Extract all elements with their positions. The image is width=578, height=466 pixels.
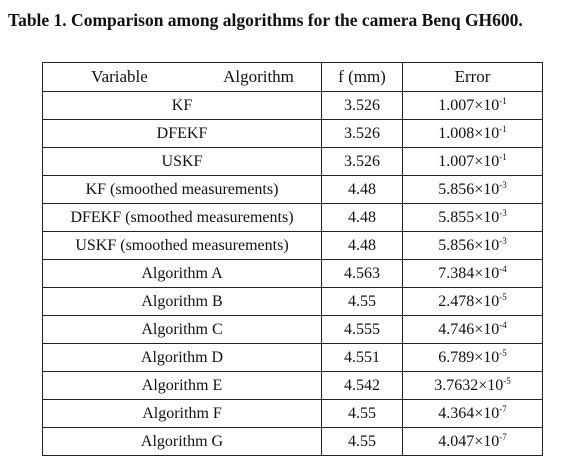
error-cell: 4.746×10-4: [402, 315, 543, 344]
table-row: Algorithm F 4.55 4.364×10-7: [42, 399, 543, 428]
table-row: Algorithm D 4.551 6.789×10-5: [42, 343, 543, 372]
error-cell: 4.364×10-7: [402, 399, 543, 428]
error-cell: 1.007×10-1: [402, 91, 543, 120]
focal-cell: 4.55: [321, 427, 403, 456]
method-cell: DFEKF (smoothed measurements): [42, 203, 322, 232]
error-cell: 1.007×10-1: [402, 147, 543, 176]
focal-cell: 4.48: [321, 175, 403, 204]
method-cell: KF: [42, 91, 322, 120]
error-base: 5.855×10: [438, 209, 500, 226]
error-base: 4.047×10: [438, 433, 500, 450]
error-base: 7.384×10: [438, 265, 500, 282]
error-exponent: -5: [503, 376, 511, 386]
header-cell: Error: [402, 62, 543, 92]
error-exponent: -4: [499, 264, 507, 274]
error-exponent: -1: [499, 124, 507, 134]
focal-cell: 3.526: [321, 147, 403, 176]
error-cell: 5.856×10-3: [402, 175, 543, 204]
error-exponent: -5: [499, 348, 507, 358]
focal-cell: 4.542: [321, 371, 403, 400]
error-base: 4.364×10: [438, 405, 500, 422]
method-cell: Algorithm C: [42, 315, 322, 344]
table-body: KF 3.526 1.007×10-1 DFEKF 3.526 1.008×10-1 USK…: [42, 91, 543, 456]
error-base: 6.789×10: [438, 349, 500, 366]
method-cell: Algorithm B: [42, 287, 322, 316]
table-header: Variable Algorithm f (mm) Error: [42, 62, 543, 92]
error-base: 1.007×10: [438, 153, 500, 170]
focal-cell: 4.563: [321, 259, 403, 288]
table-title: Table 1. Comparison among algorithms for…: [8, 10, 523, 30]
table-row: USKF 3.526 1.007×10-1: [42, 147, 543, 176]
error-cell: 6.789×10-5: [402, 343, 543, 372]
focal-cell: 4.551: [321, 343, 403, 372]
error-cell: 7.384×10-4: [402, 259, 543, 288]
table-row: Algorithm A 4.563 7.384×10-4: [42, 259, 543, 288]
error-exponent: -3: [499, 180, 507, 190]
error-exponent: -3: [499, 236, 507, 246]
error-cell: 4.047×10-7: [402, 427, 543, 456]
header-cell: Variable: [42, 62, 196, 92]
focal-cell: 4.48: [321, 231, 403, 260]
method-cell: Algorithm G: [42, 427, 322, 456]
header-cell: f (mm): [321, 62, 403, 92]
error-base: 5.856×10: [438, 237, 500, 254]
focal-cell: 4.48: [321, 203, 403, 232]
header-row: Variable Algorithm f (mm) Error: [42, 62, 543, 92]
error-exponent: -3: [499, 208, 507, 218]
focal-cell: 3.526: [321, 119, 403, 148]
table-row: Algorithm E 4.542 3.7632×10-5: [42, 371, 543, 400]
comparison-table: Variable Algorithm f (mm) Error KF 3.526 1…: [42, 62, 543, 456]
focal-cell: 4.55: [321, 287, 403, 316]
error-cell: 5.855×10-3: [402, 203, 543, 232]
focal-cell: 3.526: [321, 91, 403, 120]
focal-cell: 4.555: [321, 315, 403, 344]
table-row: USKF (smoothed measurements) 4.48 5.856×10…: [42, 231, 543, 260]
error-exponent: -4: [499, 320, 507, 330]
error-base: 1.008×10: [438, 125, 500, 142]
error-base: 3.7632×10: [434, 377, 504, 394]
error-exponent: -7: [499, 432, 507, 442]
table-row: Algorithm G 4.55 4.047×10-7: [42, 427, 543, 456]
method-cell: Algorithm E: [42, 371, 322, 400]
error-exponent: -1: [499, 152, 507, 162]
method-cell: USKF (smoothed measurements): [42, 231, 322, 260]
error-cell: 5.856×10-3: [402, 231, 543, 260]
method-cell: KF (smoothed measurements): [42, 175, 322, 204]
table-row: DFEKF 3.526 1.008×10-1: [42, 119, 543, 148]
method-cell: DFEKF: [42, 119, 322, 148]
method-cell: Algorithm A: [42, 259, 322, 288]
table-row: KF (smoothed measurements) 4.48 5.856×10-3: [42, 175, 543, 204]
error-exponent: -1: [499, 96, 507, 106]
focal-cell: 4.55: [321, 399, 403, 428]
table-row: DFEKF (smoothed measurements) 4.48 5.855×1…: [42, 203, 543, 232]
error-cell: 3.7632×10-5: [402, 371, 543, 400]
error-exponent: -5: [499, 292, 507, 302]
table-row: Algorithm B 4.55 2.478×10-5: [42, 287, 543, 316]
method-cell: Algorithm D: [42, 343, 322, 372]
error-base: 4.746×10: [438, 321, 500, 338]
header-cell: Algorithm: [196, 62, 322, 92]
table-row: KF 3.526 1.007×10-1: [42, 91, 543, 120]
error-base: 1.007×10: [438, 97, 500, 114]
method-cell: Algorithm F: [42, 399, 322, 428]
error-base: 2.478×10: [438, 293, 500, 310]
error-base: 5.856×10: [438, 181, 500, 198]
error-exponent: -7: [499, 404, 507, 414]
table-row: Algorithm C 4.555 4.746×10-4: [42, 315, 543, 344]
error-cell: 2.478×10-5: [402, 287, 543, 316]
error-cell: 1.008×10-1: [402, 119, 543, 148]
method-cell: USKF: [42, 147, 322, 176]
